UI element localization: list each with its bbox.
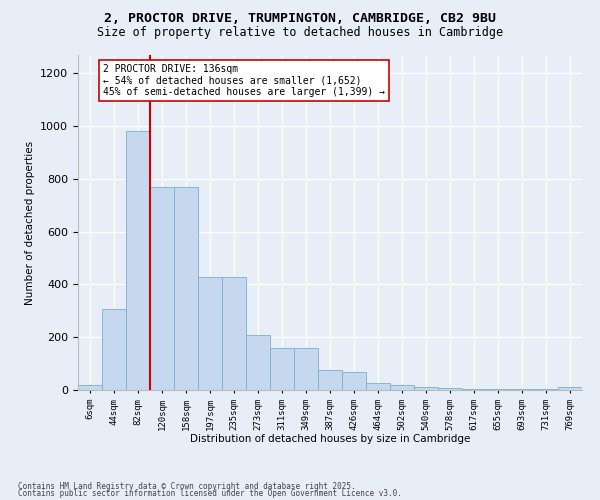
Bar [462,388,486,390]
Bar [318,370,342,390]
Bar [294,348,318,390]
Bar [102,309,126,390]
Bar [78,384,102,390]
Bar [270,348,294,390]
Bar [150,187,174,390]
Y-axis label: Number of detached properties: Number of detached properties [25,140,35,304]
Bar [390,386,414,390]
Bar [558,388,582,390]
Text: Size of property relative to detached houses in Cambridge: Size of property relative to detached ho… [97,26,503,39]
Text: Contains public sector information licensed under the Open Government Licence v3: Contains public sector information licen… [18,490,402,498]
Text: 2, PROCTOR DRIVE, TRUMPINGTON, CAMBRIDGE, CB2 9BU: 2, PROCTOR DRIVE, TRUMPINGTON, CAMBRIDGE… [104,12,496,24]
Bar [222,276,246,390]
Bar [438,388,462,390]
Bar [174,187,198,390]
Bar [198,276,222,390]
Bar [366,382,390,390]
X-axis label: Distribution of detached houses by size in Cambridge: Distribution of detached houses by size … [190,434,470,444]
Bar [126,132,150,390]
Bar [414,387,438,390]
Text: 2 PROCTOR DRIVE: 136sqm
← 54% of detached houses are smaller (1,652)
45% of semi: 2 PROCTOR DRIVE: 136sqm ← 54% of detache… [103,64,385,98]
Bar [486,389,510,390]
Bar [246,334,270,390]
Bar [342,372,366,390]
Text: Contains HM Land Registry data © Crown copyright and database right 2025.: Contains HM Land Registry data © Crown c… [18,482,356,491]
